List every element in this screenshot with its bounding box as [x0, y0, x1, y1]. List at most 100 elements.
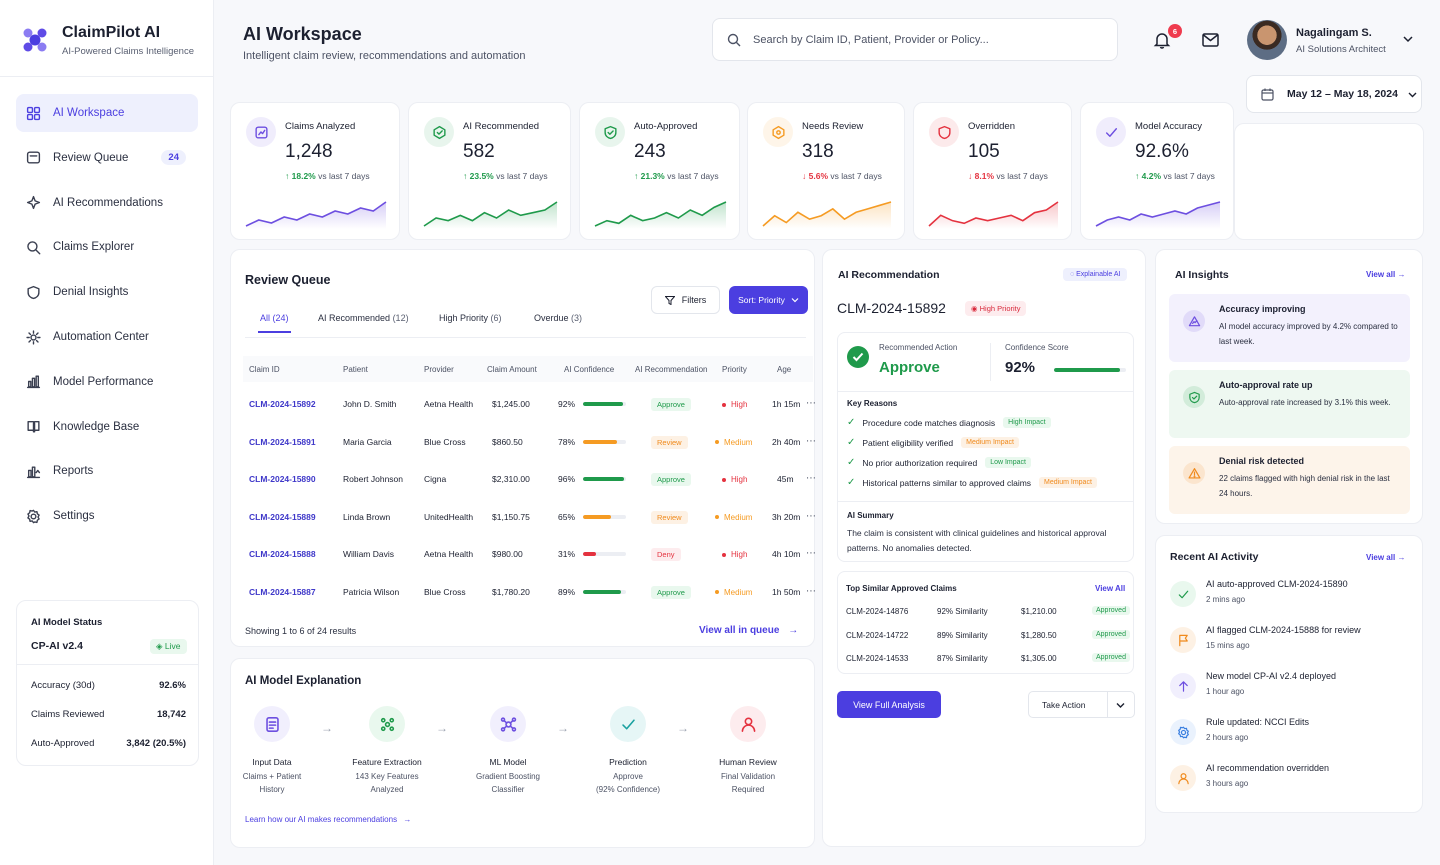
- sort-button[interactable]: Sort: Priority: [729, 286, 808, 314]
- patient-name: Robert Johnson: [343, 474, 404, 484]
- sidebar-item-settings[interactable]: Settings: [16, 497, 198, 535]
- confidence-score-bar: [1054, 368, 1126, 372]
- avatar[interactable]: [1247, 20, 1287, 60]
- more-options-icon[interactable]: ⋯: [806, 435, 816, 447]
- column-header[interactable]: AI Confidence: [564, 365, 615, 374]
- kpi-delta: 4.2%: [1141, 171, 1161, 181]
- kpi-sparkline: [762, 201, 892, 229]
- column-header[interactable]: Priority: [722, 365, 747, 374]
- table-row[interactable]: CLM-2024-15891 Maria Garcia Blue Cross $860…: [231, 424, 816, 461]
- search-input[interactable]: Search by Claim ID, Patient, Provider or…: [712, 18, 1118, 61]
- priority-label: Medium: [724, 512, 753, 522]
- review-queue-tabs: All (24) AI Recommended (12) High Priority…: [245, 313, 806, 338]
- sidebar-item-reports[interactable]: Reports: [16, 452, 198, 490]
- view-full-analysis-button[interactable]: View Full Analysis: [837, 691, 941, 718]
- provider-name: Blue Cross: [424, 586, 466, 597]
- more-options-icon[interactable]: ⋯: [806, 585, 816, 597]
- kpi-card-ai-recommended[interactable]: AI Recommended 582 ↑ 23.5% vs last 7 days: [408, 102, 571, 240]
- column-header[interactable]: Claim ID: [249, 365, 280, 374]
- priority-indicator: High: [722, 536, 747, 573]
- priority-label: High: [731, 475, 748, 484]
- claim-id-link[interactable]: CLM-2024-15887: [249, 586, 316, 597]
- activity-view-all-link[interactable]: View all →: [1366, 553, 1405, 562]
- column-header[interactable]: AI Recommendation: [635, 365, 708, 374]
- view-all-queue-label: View all in queue: [699, 625, 780, 636]
- confidence-value: 78%: [558, 436, 576, 447]
- more-options-icon[interactable]: ⋯: [806, 398, 816, 409]
- kpi-card-overridden[interactable]: Overridden 105 ↓ 8.1% vs last 7 days: [913, 102, 1072, 240]
- claim-amount: $1,780.20: [492, 586, 530, 597]
- mail-icon[interactable]: [1202, 33, 1219, 47]
- insight-card[interactable]: Accuracy improving AI model accuracy impr…: [1169, 294, 1410, 362]
- more-options-icon[interactable]: ⋯: [806, 510, 816, 522]
- sidebar-item-ai-recommendations[interactable]: AI Recommendations: [16, 184, 198, 222]
- column-header[interactable]: Claim Amount: [487, 365, 537, 374]
- table-row[interactable]: CLM-2024-15887 Patricia Wilson Blue Cross $…: [231, 574, 816, 611]
- sidebar-item-review-queue[interactable]: Review Queue 24: [16, 139, 198, 177]
- table-row[interactable]: CLM-2024-15892 John D. Smith Aetna Health $…: [231, 386, 816, 423]
- confidence-bar: [583, 439, 626, 444]
- approved-badge: Approved: [1092, 629, 1130, 639]
- tab-overdue[interactable]: Overdue (3): [534, 313, 582, 331]
- more-options-icon[interactable]: ⋯: [806, 473, 816, 484]
- view-all-queue-link[interactable]: View all in queue →: [699, 625, 798, 636]
- claim-id-link[interactable]: CLM-2024-15892: [249, 399, 316, 409]
- claim-id-link[interactable]: CLM-2024-15889: [249, 511, 316, 522]
- table-row[interactable]: CLM-2024-15890 Robert Johnson Cigna $2,310.…: [231, 461, 816, 498]
- column-header[interactable]: Age: [777, 365, 792, 374]
- kpi-sparkline: [594, 201, 727, 229]
- claim-id-link[interactable]: CLM-2024-15890: [249, 474, 316, 484]
- model-explanation-card: AI Model Explanation Input Data Claims + …: [230, 658, 815, 848]
- check-icon: ✓: [847, 477, 856, 488]
- sidebar-item-ai-workspace[interactable]: AI Workspace: [16, 94, 198, 132]
- kpi-spare-panel: [1234, 123, 1424, 240]
- prediction-icon: [610, 706, 646, 742]
- filters-button[interactable]: Filters: [651, 286, 720, 314]
- learn-more-link[interactable]: Learn how our AI makes recommendations →: [245, 815, 411, 824]
- arrow-up-icon: ↑: [463, 171, 470, 181]
- tab-ai-recommended[interactable]: AI Recommended (12): [318, 313, 409, 331]
- insight-card[interactable]: Auto-approval rate up Auto-approval rate …: [1169, 370, 1410, 438]
- sidebar-item-automation-center[interactable]: Automation Center: [16, 318, 198, 356]
- column-header[interactable]: Patient: [343, 365, 368, 374]
- insights-view-all-link[interactable]: View all →: [1366, 270, 1405, 279]
- claim-id-link[interactable]: CLM-2024-15888: [249, 549, 316, 559]
- kpi-card-model-accuracy[interactable]: Model Accuracy 92.6% ↑ 4.2% vs last 7 days: [1080, 102, 1234, 240]
- priority-indicator: Medium: [715, 424, 752, 461]
- model-stat-label: Auto-Approved: [31, 738, 95, 749]
- tab-high-priority[interactable]: High Priority (6): [439, 313, 502, 331]
- take-action-button[interactable]: Take Action: [1028, 691, 1135, 718]
- priority-label: Medium: [724, 587, 753, 597]
- priority-label: High: [731, 550, 748, 559]
- confidence-bar: [583, 552, 626, 556]
- similar-view-all-link[interactable]: View All: [1095, 584, 1126, 593]
- table-row[interactable]: CLM-2024-15889 Linda Brown UnitedHealth $1,…: [231, 499, 816, 536]
- sidebar-item-knowledge-base[interactable]: Knowledge Base: [16, 408, 198, 446]
- chevron-down-icon[interactable]: [1403, 35, 1413, 43]
- step-description: Claims + Patient History: [222, 770, 322, 796]
- arrow-right-icon: →: [557, 721, 569, 735]
- kpi-card-auto-approved[interactable]: Auto-Approved 243 ↑ 21.3% vs last 7 days: [579, 102, 740, 240]
- claim-age: 45m: [777, 474, 794, 484]
- insight-card[interactable]: Denial risk detected 22 claims flagged wi…: [1169, 446, 1410, 514]
- kpi-card-claims-analyzed[interactable]: Claims Analyzed 1,248 ↑ 18.2% vs last 7 da…: [230, 102, 400, 240]
- sidebar-item-claims-explorer[interactable]: Claims Explorer: [16, 228, 198, 266]
- sidebar-item-denial-insights[interactable]: Denial Insights: [16, 273, 198, 311]
- column-header[interactable]: Provider: [424, 365, 454, 374]
- sidebar-item-label: Settings: [53, 510, 95, 523]
- kpi-card-needs-review[interactable]: Needs Review 318 ↓ 5.6% vs last 7 days: [747, 102, 905, 240]
- bell-icon[interactable]: [1153, 31, 1171, 49]
- claim-age: 1h 50m: [772, 586, 801, 597]
- sidebar-item-model-performance[interactable]: Model Performance: [16, 363, 198, 401]
- insights-view-all-label: View all: [1366, 270, 1396, 279]
- filter-icon: [664, 295, 675, 305]
- date-range-picker[interactable]: May 12 – May 18, 2024: [1246, 75, 1422, 113]
- sidebar: ClaimPilot AI AI-Powered Claims Intellig…: [0, 0, 214, 865]
- more-options-icon[interactable]: ⋯: [806, 548, 816, 559]
- page-subtitle: Intelligent claim review, recommendation…: [243, 50, 526, 62]
- tab-all[interactable]: All (24): [258, 313, 291, 333]
- chevron-down-icon[interactable]: [1116, 702, 1125, 709]
- table-row[interactable]: CLM-2024-15888 William Davis Aetna Health $…: [231, 536, 816, 573]
- claim-id-link[interactable]: CLM-2024-15891: [249, 436, 316, 447]
- key-reason-text: Procedure code matches diagnosis: [862, 417, 996, 428]
